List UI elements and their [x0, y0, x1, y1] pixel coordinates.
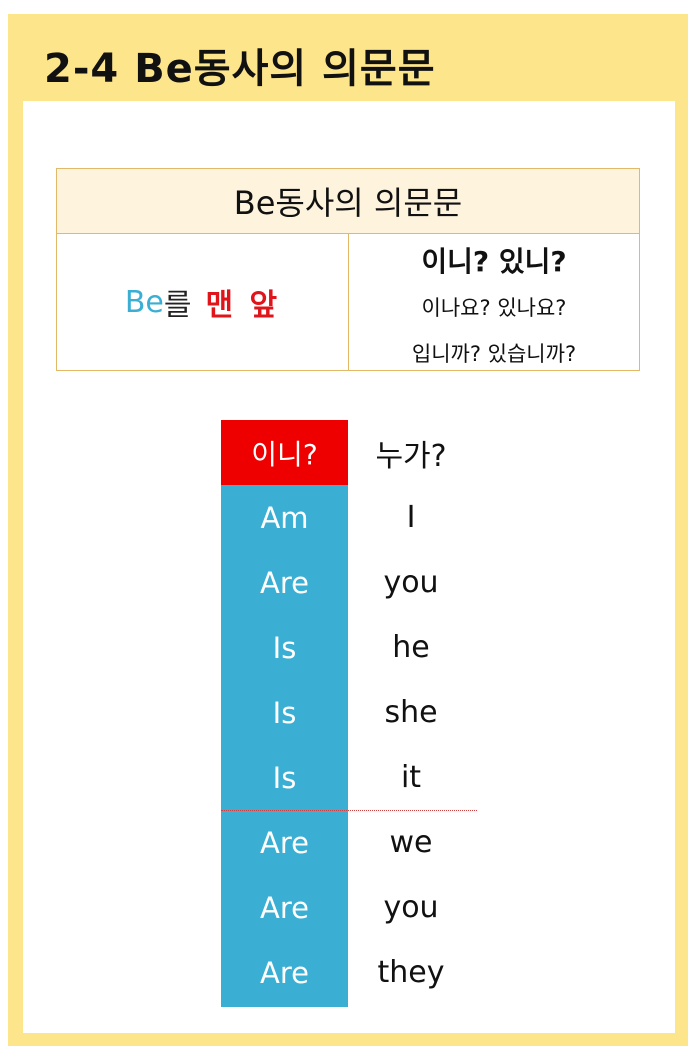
header-who: 누가? — [375, 438, 447, 474]
verb-cell: Is — [272, 760, 297, 795]
pronoun-cell: she — [384, 695, 438, 730]
pronoun-cell: I — [406, 500, 416, 535]
rule-front: 맨 앞 — [205, 288, 281, 323]
table-row: Is it — [221, 745, 481, 810]
table-row: Are you — [221, 875, 481, 940]
verb-cell: Is — [272, 695, 297, 730]
pronoun-cell: you — [383, 890, 439, 925]
summary-header: Be동사의 의문문 — [57, 169, 639, 234]
verb-cell: Is — [272, 630, 297, 665]
endings-polite: 이나요? 있나요? — [421, 296, 567, 320]
table-row: Is she — [221, 680, 481, 745]
verb-cell: Am — [260, 500, 309, 535]
pronoun-cell: he — [392, 630, 430, 665]
rule-be: Be — [124, 284, 164, 320]
verb-cell: Are — [260, 825, 309, 860]
table-row: Am I — [221, 485, 481, 550]
endings-main: 이니? 있니? — [421, 245, 567, 278]
pronoun-cell: you — [383, 565, 439, 600]
verb-cell: Are — [260, 955, 309, 990]
pronoun-cell: they — [377, 955, 445, 990]
content-panel — [23, 101, 675, 1033]
summary-table: Be동사의 의문문 Be 를 맨 앞 이니? 있니? 이나요? 있나요? 입니까? … — [56, 168, 640, 371]
table-row: Are they — [221, 940, 481, 1005]
table-row: Is he — [221, 615, 481, 680]
pronoun-cell: it — [400, 760, 422, 795]
pronoun-cell: we — [389, 825, 433, 860]
verb-cell: Are — [260, 890, 309, 925]
conjugation-table: 이니? 누가? Am I Are you Is he Is she Is it … — [221, 420, 481, 1007]
endings-formal: 입니까? 있습니까? — [411, 342, 577, 366]
page-title: 2-4 Be동사의 의문문 — [44, 46, 436, 92]
summary-rule: Be 를 맨 앞 — [57, 234, 349, 370]
header-verb: 이니? — [221, 420, 348, 485]
table-row: Are you — [221, 550, 481, 615]
rule-particle: 를 — [163, 288, 192, 323]
verb-cell: Are — [260, 565, 309, 600]
singular-plural-divider — [221, 810, 477, 811]
verb-column — [221, 485, 348, 1007]
table-row: Are we — [221, 810, 481, 875]
summary-endings: 이니? 있니? 이나요? 있나요? 입니까? 있습니까? — [349, 234, 639, 370]
